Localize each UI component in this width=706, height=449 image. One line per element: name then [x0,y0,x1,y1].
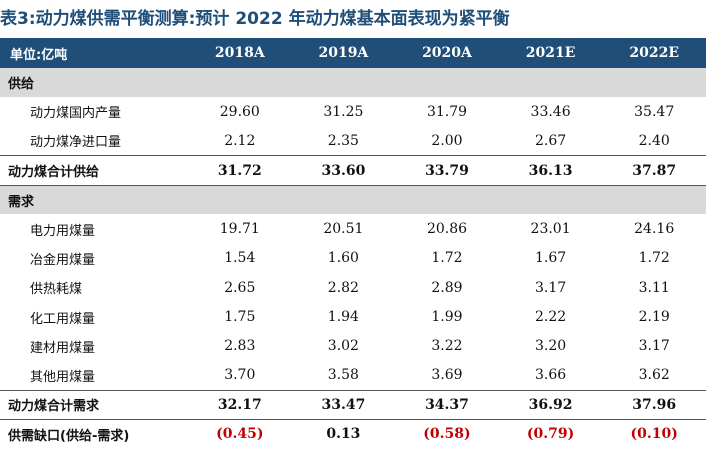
table-row: 电力用煤量 19.71 20.51 20.86 23.01 24.16 [0,214,706,243]
cell-value: 1.60 [327,250,359,267]
table-row: 其他用煤量 3.70 3.58 3.69 3.66 3.62 [0,361,706,390]
table-row: 建材用煤量 2.83 3.02 3.22 3.20 3.17 [0,332,706,361]
table-row: 动力煤净进口量 2.12 2.35 2.00 2.67 2.40 [0,127,706,156]
cell-value: 3.58 [327,367,359,384]
cell-value: 35.47 [634,103,675,120]
row-label: 冶金用煤量 [30,252,96,268]
cell-value: (0.10) [630,426,678,443]
cell-value: 1.94 [327,309,359,326]
cell-value: 3.66 [534,367,567,384]
cell-value: 2.83 [224,338,256,355]
row-label: 建材用煤量 [30,340,96,356]
cell-value: 24.16 [634,221,675,238]
supply-demand-table: 单位:亿吨 2018A 2019A 2020A 2021E 2022E 供给 动… [0,38,706,449]
table-row: 化工用煤量 1.75 1.94 1.99 2.22 2.19 [0,302,706,331]
cell-value: 2.82 [327,279,359,296]
cell-value: 1.72 [638,250,670,267]
cell-value: 31.25 [323,103,364,120]
cell-value: 29.60 [219,103,260,120]
year-header: 2018A [214,45,265,61]
cell-value: 3.17 [534,279,567,296]
cell-value: 33.47 [291,389,396,421]
cell-value: 36.13 [498,155,603,186]
row-label: 电力用煤量 [30,223,96,239]
table-row: 动力煤国内产量 29.60 31.25 31.79 33.46 35.47 [0,97,706,126]
cell-value: 3.11 [638,279,670,296]
cell-value: (0.79) [526,426,575,443]
cell-value: 2.12 [224,132,256,149]
year-header: 2022E [629,45,679,61]
cell-value: 2.19 [638,309,670,326]
section-label: 供给 [8,77,35,93]
cell-value: 3.70 [224,367,256,384]
row-label: 动力煤国内产量 [30,106,122,122]
section-row-demand: 需求 [0,185,706,215]
cell-value: 34.37 [395,389,499,421]
cell-value: 20.51 [323,221,364,238]
cell-value: 33.79 [395,155,499,186]
cell-value: 1.75 [224,309,256,326]
cell-value: 23.01 [530,221,571,238]
cell-value: 3.17 [638,338,670,355]
year-header: 2020A [422,45,472,61]
row-label: 动力煤净进口量 [30,135,122,151]
cell-value: 33.46 [530,103,571,120]
cell-value: 2.65 [224,279,256,296]
row-label: 动力煤合计供给 [0,155,188,186]
cell-value: 1.99 [431,309,463,326]
supply-total-row: 动力煤合计供给 31.72 33.60 33.79 36.13 37.87 [0,155,706,186]
cell-value: 37.87 [602,155,706,186]
cell-value: 3.62 [638,367,670,384]
cell-value: 0.13 [326,426,361,443]
cell-value: 31.79 [426,103,468,120]
row-label: 其他用煤量 [30,369,96,385]
cell-value: 31.72 [188,155,292,186]
cell-value: 2.35 [327,132,359,149]
row-label: 供热耗煤 [30,282,83,298]
table-title: 表3:动力煤供需平衡测算:预计 2022 年动力煤基本面表现为紧平衡 [0,9,510,29]
year-header: 2021E [525,45,576,61]
cell-value: 3.22 [431,338,463,355]
row-label: 供需缺口(供给-需求) [8,428,130,444]
year-header: 2019A [318,45,369,61]
table-row: 供热耗煤 2.65 2.82 2.89 3.17 3.11 [0,273,706,302]
table-row: 冶金用煤量 1.54 1.60 1.72 1.67 1.72 [0,244,706,273]
cell-value: 2.22 [534,309,567,326]
cell-value: (0.45) [216,426,264,443]
supply-demand-gap-row: 供需缺口(供给-需求) (0.45) 0.13 (0.58) (0.79) (0… [0,420,706,449]
unit-label: 单位:亿吨 [10,47,68,63]
cell-value: 3.69 [431,367,463,384]
cell-value: 2.89 [431,279,463,296]
cell-value: 2.00 [431,132,463,149]
cell-value: 2.67 [534,132,567,149]
section-label: 需求 [8,194,35,210]
cell-value: 32.17 [188,389,292,421]
section-row-supply: 供给 [0,68,706,98]
cell-value: 1.72 [431,250,463,267]
cell-value: (0.58) [423,426,471,443]
cell-value: 33.60 [291,155,396,186]
cell-value: 20.86 [426,221,468,238]
cell-value: 36.92 [498,389,603,421]
row-label: 动力煤合计需求 [0,389,188,421]
cell-value: 37.96 [602,389,706,421]
cell-value: 3.02 [327,338,359,355]
cell-value: 19.71 [219,221,260,238]
row-label: 化工用煤量 [30,311,96,327]
cell-value: 3.20 [534,338,567,355]
demand-total-row: 动力煤合计需求 32.17 33.47 34.37 36.92 37.96 [0,389,706,421]
header-row: 单位:亿吨 2018A 2019A 2020A 2021E 2022E [0,38,706,68]
cell-value: 2.40 [638,132,670,149]
cell-value: 1.54 [224,250,256,267]
cell-value: 1.67 [534,250,567,267]
